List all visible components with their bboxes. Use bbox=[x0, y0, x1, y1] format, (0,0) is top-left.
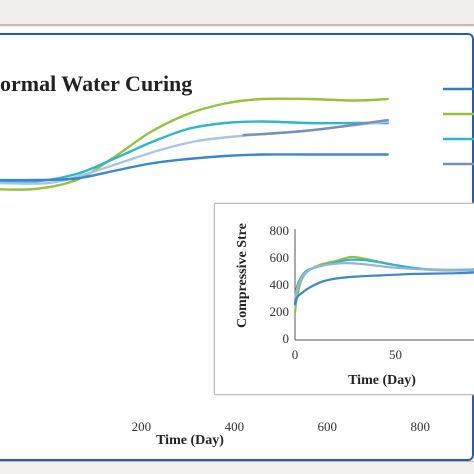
inset-y-tick-label: 200 bbox=[270, 304, 290, 319]
inset-series-line-3 bbox=[293, 261, 474, 304]
main-series-line-4 bbox=[242, 118, 389, 137]
chart-title: ormal Water Curing bbox=[0, 71, 192, 96]
inset-y-tick-label: 0 bbox=[283, 331, 290, 346]
bottom-rule bbox=[0, 461, 474, 462]
inset-y-tick-label: 600 bbox=[270, 250, 290, 265]
top-rule bbox=[0, 24, 474, 26]
main-series-line-1 bbox=[0, 97, 389, 191]
main-series-line-5 bbox=[0, 153, 389, 182]
inset-y-axis-label: Compressive Stre bbox=[235, 223, 250, 328]
x-tick-label: 200 bbox=[132, 419, 152, 434]
x-tick-label: 400 bbox=[225, 419, 245, 434]
x-tick-label: 800 bbox=[410, 419, 430, 434]
inset-chart-panel bbox=[214, 203, 474, 395]
inset-x-tick-label: 50 bbox=[389, 347, 402, 362]
inset-x-tick-label: 0 bbox=[292, 347, 299, 362]
top-band bbox=[0, 0, 474, 27]
x-tick-label: 600 bbox=[318, 419, 338, 434]
x-axis-label: Time (Day) bbox=[156, 433, 224, 448]
inset-y-tick-label: 800 bbox=[270, 223, 290, 238]
inset-series-line-4 bbox=[293, 271, 474, 306]
bottom-band bbox=[0, 462, 474, 474]
main-series-line-2 bbox=[0, 120, 389, 184]
inset-x-axis-label: Time (Day) bbox=[348, 373, 416, 388]
inset-y-tick-label: 400 bbox=[270, 277, 290, 292]
